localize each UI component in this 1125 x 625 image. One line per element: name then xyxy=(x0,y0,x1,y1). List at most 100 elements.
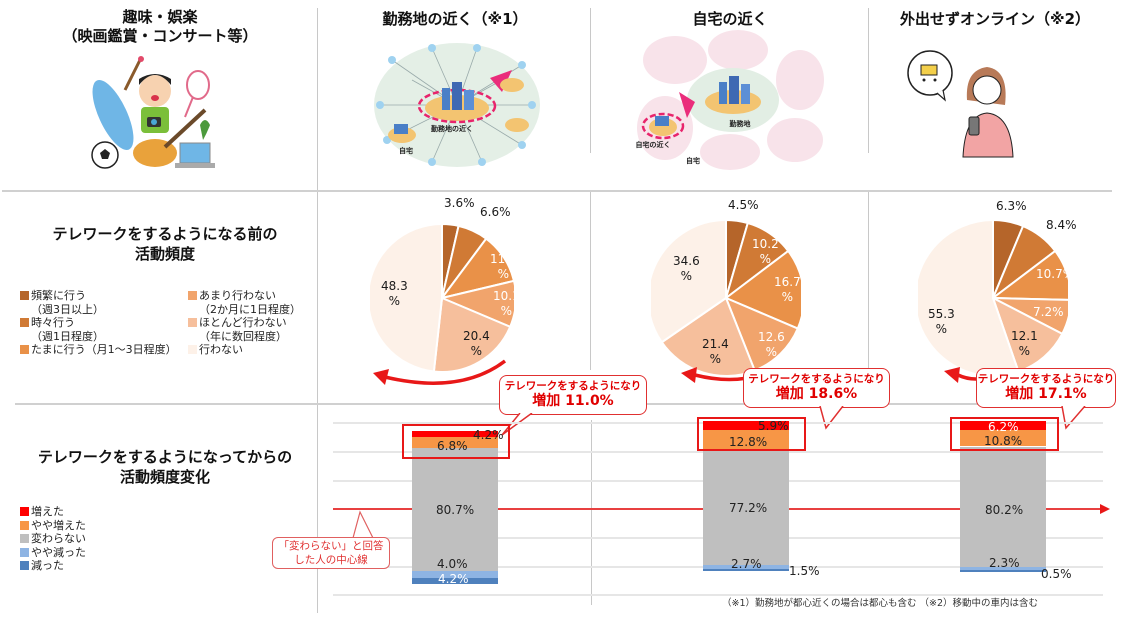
callout-tail-2 xyxy=(819,406,844,430)
near-work-map-illustration: 勤務地の近く 自宅 xyxy=(372,40,542,170)
bar-segment xyxy=(412,447,498,572)
bar0-label-slight-decrease: 4.0% xyxy=(437,557,468,571)
near-home-map-illustration: 勤務地 自宅の近く 自宅 xyxy=(635,30,825,170)
stacked-bar-near-home xyxy=(703,421,789,571)
pie0-label-2: 11.1% xyxy=(490,252,517,281)
bar-segment xyxy=(412,437,498,448)
bar1-label-decreased: 1.5% xyxy=(789,564,820,578)
bar0-label-slight-increase: 6.8% xyxy=(437,439,468,453)
legend-swatch xyxy=(20,534,29,543)
legend-item-slightly-increased: やや増えた xyxy=(20,519,140,533)
bar-segment xyxy=(960,570,1046,573)
pie-chart-near-home xyxy=(647,218,805,378)
bar1-label-increased: 5.9% xyxy=(758,419,789,433)
pie2-label-3: 7.2% xyxy=(1033,305,1064,319)
legend-swatch xyxy=(20,547,29,557)
bar2-label-slight-increase: 10.8% xyxy=(984,434,1023,448)
pie0-label-3: 10.1% xyxy=(493,289,520,318)
legend-item-hardly: ほとんど行わない xyxy=(188,316,318,330)
bar2-label-decreased: 0.5% xyxy=(1041,567,1072,581)
legend-item-occasionally: たまに行う（月1～3日程度） xyxy=(20,343,190,357)
legend-swatch xyxy=(20,345,29,354)
after-section-title: テレワークをするようになってからの 活動頻度変化 xyxy=(37,448,293,486)
bar-gridline xyxy=(333,594,1103,596)
legend-swatch xyxy=(20,561,29,570)
bar-segment xyxy=(960,430,1046,447)
center-line-callout-tail xyxy=(352,510,374,539)
hobby-illustration xyxy=(85,55,225,180)
pie0-label-1: 6.6% xyxy=(480,205,511,219)
pie2-label-2: 10.7% xyxy=(1036,267,1075,281)
column-divider-3 xyxy=(868,8,869,153)
legend-swatch xyxy=(20,520,29,530)
before-section-title: テレワークをするようになる前の 活動頻度 xyxy=(52,225,278,263)
near-home-title: 自宅の近く xyxy=(692,10,768,28)
legend-item-slightly-decreased: やや減った xyxy=(20,546,140,560)
bar0-label-unchanged: 80.7% xyxy=(436,503,475,517)
bar-segment xyxy=(960,566,1046,571)
bar-segment xyxy=(703,564,789,569)
pie-slice xyxy=(647,218,727,344)
increase-callout-near-work: テレワークをするようになり 増加 11.0% xyxy=(499,375,647,415)
legend-swatch xyxy=(20,291,29,300)
online-title: 外出せずオンライン（※2） xyxy=(899,10,1091,28)
bar2-label-increased: 6.2% xyxy=(988,420,1019,434)
pie0-label-5: 48.3% xyxy=(381,279,408,308)
legend-item-decreased: 減った xyxy=(20,559,140,573)
increase-highlight-box-3 xyxy=(950,417,1059,451)
bar1-label-slight-decrease: 2.7% xyxy=(731,557,762,571)
bar1-label-unchanged: 77.2% xyxy=(729,501,768,515)
near-work-title: 勤務地の近く（※1） xyxy=(382,10,528,28)
legend-item-sometimes: 時々行う xyxy=(20,316,190,330)
svg-text:自宅: 自宅 xyxy=(686,156,700,165)
callout-tail-3 xyxy=(1061,406,1086,430)
bar2-label-slight-decrease: 2.3% xyxy=(989,556,1020,570)
center-line-note: 「変わらない」と回答 した人の中心線 xyxy=(272,537,390,569)
legend-item-rarely: あまり行わない xyxy=(188,289,318,303)
svg-text:自宅の近く: 自宅の近く xyxy=(636,140,671,149)
svg-text:勤務地の近く: 勤務地の近く xyxy=(431,124,473,133)
bar-segment xyxy=(703,421,789,430)
bar-segment xyxy=(703,449,789,565)
legend-swatch xyxy=(20,318,29,327)
pie-chart-near-work xyxy=(367,218,517,378)
bar-segment xyxy=(960,446,1046,567)
column-divider-1 xyxy=(317,8,318,613)
column-divider-2c xyxy=(591,420,592,605)
bar-segment xyxy=(703,568,789,571)
legend-item-unchanged: 変わらない xyxy=(20,532,140,546)
bar-segment xyxy=(703,429,789,449)
bar0-label-increased: 4.2% xyxy=(473,428,504,442)
bar0-label-decreased: 4.2% xyxy=(438,572,469,586)
increase-highlight-box-2 xyxy=(697,417,806,451)
legend-item-never: 行わない xyxy=(188,343,318,357)
svg-text:自宅: 自宅 xyxy=(399,146,413,155)
before-legend-right: あまり行わない （2か月に1日程度） ほとんど行わない （年に数回程度） 行わな… xyxy=(188,289,318,357)
pie-chart-online xyxy=(914,218,1073,378)
row-divider-1 xyxy=(2,190,1112,192)
pie0-label-0: 3.6% xyxy=(444,196,475,210)
pie-slice xyxy=(432,296,512,373)
pie1-label-3: 12.6% xyxy=(758,330,785,359)
increase-highlight-box-1 xyxy=(402,424,510,459)
legend-swatch xyxy=(188,318,197,327)
bar1-label-slight-increase: 12.8% xyxy=(729,435,768,449)
column-divider-3b xyxy=(868,190,869,370)
svg-text:勤務地: 勤務地 xyxy=(730,119,751,128)
center-line-arrow-icon xyxy=(1100,504,1110,514)
stacked-bar-near-work xyxy=(412,431,498,584)
column-divider-2 xyxy=(590,8,591,153)
after-legend: 増えた やや増えた 変わらない やや減った 減った xyxy=(20,505,140,573)
stacked-bar-online xyxy=(960,421,1046,573)
pie0-label-4: 20.4% xyxy=(463,329,490,358)
bar-segment xyxy=(960,421,1046,431)
pie1-label-1: 10.2% xyxy=(752,237,779,266)
legend-item-frequent: 頻繁に行う xyxy=(20,289,190,303)
hobby-title: 趣味・娯楽 （映画鑑賞・コンサート等） xyxy=(62,8,258,45)
pie2-label-4: 12.1% xyxy=(1011,329,1038,358)
bar-segment xyxy=(412,571,498,578)
pie1-label-0: 4.5% xyxy=(728,198,759,212)
legend-swatch xyxy=(188,345,197,354)
pie1-label-2: 16.7% xyxy=(774,275,801,304)
pie1-label-5: 34.6% xyxy=(673,254,700,283)
